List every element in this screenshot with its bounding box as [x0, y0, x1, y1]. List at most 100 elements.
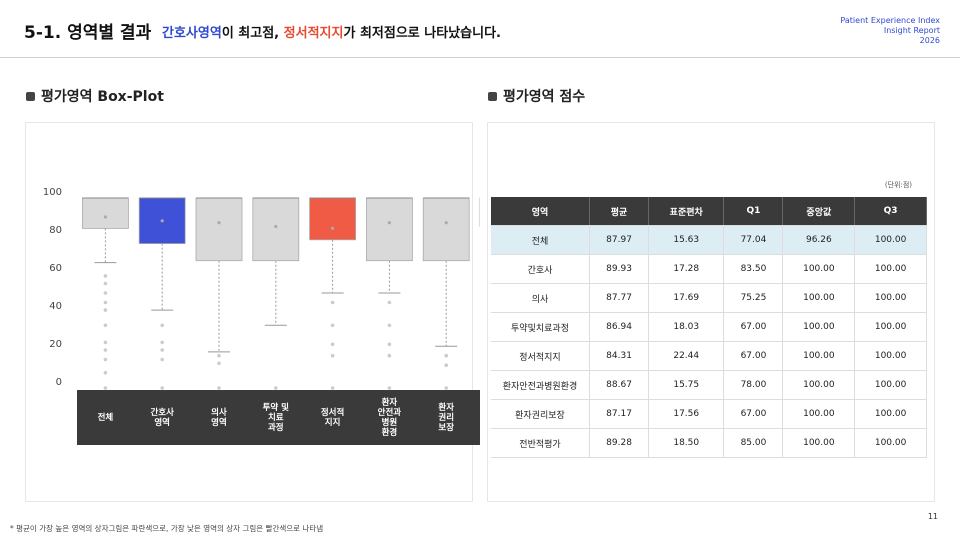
y-tick-label: 20	[49, 339, 62, 350]
column-header: Q1	[723, 197, 784, 226]
column-header: Q3	[854, 197, 927, 226]
box	[252, 197, 300, 262]
table-cell: 17.56	[648, 399, 725, 429]
x-tick-label: 전체	[97, 412, 114, 423]
mean	[103, 215, 107, 219]
outlier	[387, 353, 392, 358]
chart-panel	[25, 122, 473, 502]
table-cell: 75.25	[723, 283, 784, 313]
outlier	[160, 323, 164, 328]
y-tick-label: 100	[43, 187, 62, 198]
table-cell: 투약및치료과정	[491, 312, 590, 342]
table-cell: 87.97	[589, 225, 650, 255]
table-cell: 100.00	[854, 283, 927, 313]
outlier	[444, 386, 449, 390]
outlier	[160, 386, 164, 390]
table-cell: 18.03	[648, 312, 725, 342]
outlier	[330, 300, 335, 305]
x-tick-label: 간호사 영역	[150, 407, 174, 428]
left-title: 평가영역 Box-Plot	[26, 86, 164, 106]
outlier	[217, 361, 221, 366]
x-tick-label: 환자 안전과 병원 환경	[377, 397, 402, 438]
table-row: 전반적평가 89.28 18.50 85.00 100.00 100.00	[491, 428, 927, 458]
mean	[274, 224, 278, 229]
table-cell: 85.00	[723, 428, 784, 458]
unit-label: (단위:점)	[884, 181, 912, 189]
outlier	[444, 363, 449, 368]
table-row: 환자권리보장 87.17 17.56 67.00 100.00 100.00	[491, 399, 927, 429]
table-row: 전체 87.97 15.63 77.04 96.26 100.00	[491, 225, 927, 255]
outlier	[103, 340, 108, 345]
table-cell: 전체	[491, 225, 590, 255]
table-row: 간호사 89.93 17.28 83.50 100.00 100.00	[491, 254, 927, 284]
outlier	[217, 386, 221, 390]
table-cell: 100.00	[854, 225, 927, 255]
column-header: 표준편차	[648, 197, 725, 226]
table-cell: 15.63	[648, 225, 725, 255]
outlier	[444, 353, 449, 358]
x-tick-label: 정서적 지지	[320, 407, 345, 428]
table-cell: 18.50	[648, 428, 725, 458]
table-cell: 84.31	[589, 341, 650, 371]
outlier	[330, 342, 335, 347]
table-cell: 100.00	[854, 312, 927, 342]
divider	[0, 57, 960, 58]
table-cell: 88.67	[589, 370, 650, 400]
table-cell: 15.75	[648, 370, 725, 400]
table-cell: 100.00	[854, 254, 927, 284]
chart: 0 20 40 60 80 100	[43, 187, 480, 445]
outlier	[160, 340, 164, 345]
table-cell: 67.00	[723, 341, 784, 371]
table-cell: 22.44	[648, 341, 725, 371]
report-label: Patient Experience Index Insight Report 20…	[840, 16, 940, 46]
footnote: * 평균이 가장 높은 영역의 상자그림은 파란색으로, 가장 낮은 영역의 상…	[10, 524, 324, 533]
outlier	[160, 348, 164, 352]
table-cell: 100.00	[854, 428, 927, 458]
column-header: 평균	[589, 197, 650, 226]
mean	[217, 221, 221, 225]
outlier	[103, 348, 108, 352]
outlier	[330, 386, 335, 390]
table-cell: 89.28	[589, 428, 650, 458]
x-tick-label: 투약 및 치료 과정	[262, 402, 289, 433]
x-tick-label: 의사 영역	[211, 407, 227, 428]
table-row: 환자안전과병원환경 88.67 15.75 78.00 100.00 100.00	[491, 370, 927, 400]
box	[82, 197, 129, 229]
outlier	[103, 323, 108, 328]
mean	[331, 226, 335, 230]
column-header: 영역	[491, 197, 590, 226]
report-line: 2026	[919, 36, 940, 45]
table-cell: 100.00	[782, 399, 856, 429]
table-cell: 89.93	[589, 254, 650, 284]
headline-part: 정서적지지	[283, 26, 344, 41]
table-cell: 96.26	[782, 225, 856, 255]
outlier	[103, 281, 108, 286]
table-cell: 100.00	[782, 370, 856, 400]
x-tick-label: 전 반적 평가	[489, 407, 517, 428]
mean	[444, 221, 448, 225]
right-title: 평가영역 점수	[488, 86, 585, 106]
box	[309, 197, 357, 241]
headline-part: 간호사영역	[162, 26, 222, 41]
outlier	[103, 274, 108, 278]
table-cell: 100.00	[782, 254, 856, 284]
table-row: 투약및치료과정 86.94 18.03 67.00 100.00 100.00	[491, 312, 927, 342]
outlier	[330, 353, 335, 358]
outlier	[103, 300, 108, 305]
category-strip	[77, 390, 480, 445]
table-panel	[487, 122, 935, 502]
column-header: 중앙값	[782, 197, 856, 226]
outlier	[217, 353, 221, 358]
outlier	[387, 300, 392, 305]
table-cell: 간호사	[491, 254, 590, 284]
box	[422, 197, 470, 262]
headline-part: 가 최저점으로 나타났습니다.	[343, 26, 501, 41]
outlier	[387, 386, 392, 390]
outlier	[103, 308, 108, 312]
section-title: 5-1. 영역별 결과	[24, 23, 152, 43]
table-cell: 정서적지지	[491, 341, 590, 371]
table-cell: 87.77	[589, 283, 650, 313]
table-cell: 100.00	[782, 283, 856, 313]
x-tick-label: 환자 권리 보장	[438, 402, 455, 433]
